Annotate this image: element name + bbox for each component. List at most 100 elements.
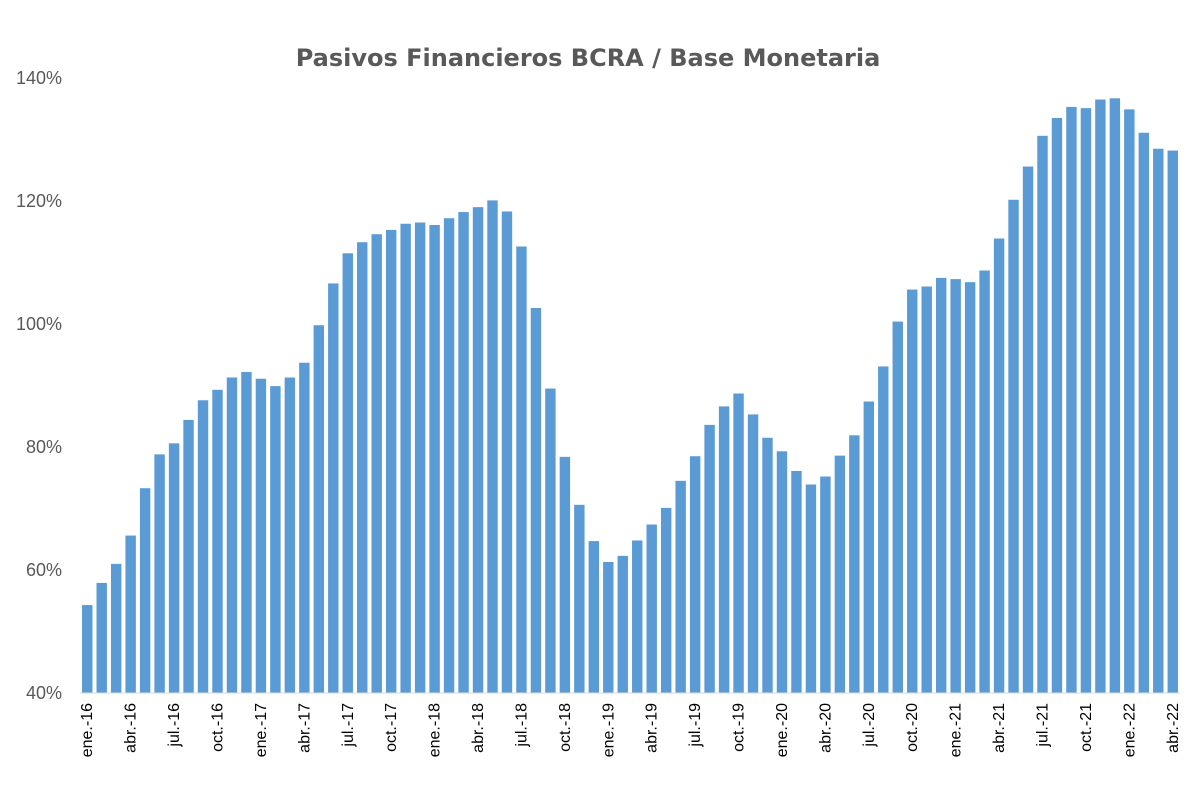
x-tick-label: abr.-20 xyxy=(817,703,834,753)
bar-ene.-21 xyxy=(950,279,961,693)
bar-may.-20 xyxy=(834,455,846,693)
bar-mar.-17 xyxy=(284,377,296,693)
y-tick-label: 80% xyxy=(26,437,62,457)
bar-sep.-17 xyxy=(371,234,382,693)
bar-ene.-22 xyxy=(1124,109,1135,694)
bar-dic.-21 xyxy=(1109,98,1121,694)
bar-ene.-19 xyxy=(603,562,614,693)
x-tick-label: oct.-20 xyxy=(904,703,921,752)
bar-nov.-20 xyxy=(921,286,932,693)
bar-jun.-18 xyxy=(501,211,513,693)
bar-ago.-18 xyxy=(530,308,542,693)
bar-ene.-16 xyxy=(82,605,93,693)
bar-feb.-17 xyxy=(270,386,281,693)
bar-jul.-18 xyxy=(516,246,527,693)
bar-may.-16 xyxy=(139,488,151,693)
bar-abr.-17 xyxy=(299,362,310,693)
bar-feb.-16 xyxy=(96,582,107,693)
y-tick-label: 60% xyxy=(26,560,62,580)
bar-abr.-18 xyxy=(472,207,484,693)
x-tick-label: oct.-21 xyxy=(1078,703,1095,752)
bar-jul.-21 xyxy=(1037,135,1048,693)
bar-dic.-18 xyxy=(588,541,600,693)
bar-mar.-19 xyxy=(632,540,643,693)
bar-ago.-19 xyxy=(704,424,715,693)
bar-abr.-22 xyxy=(1167,150,1178,693)
bar-oct.-19 xyxy=(733,393,744,693)
x-tick-label: ene.-16 xyxy=(79,703,96,757)
bar-dic.-20 xyxy=(935,277,947,694)
bar-ene.-18 xyxy=(429,224,440,694)
bar-mar.-22 xyxy=(1153,148,1164,694)
bar-may.-18 xyxy=(487,200,498,693)
bar-nov.-17 xyxy=(400,223,411,693)
x-tick-label: abr.-19 xyxy=(644,703,661,753)
x-tick-label: abr.-22 xyxy=(1165,703,1182,753)
y-tick-label: 120% xyxy=(16,191,62,211)
chart-title: Pasivos Financieros BCRA / Base Monetari… xyxy=(295,44,881,72)
bar-may.-19 xyxy=(660,507,672,693)
bar-mar.-21 xyxy=(979,270,990,693)
bar-dic.-19 xyxy=(762,437,773,693)
bar-jun.-19 xyxy=(675,480,686,693)
bar-jun.-21 xyxy=(1022,166,1034,693)
x-tick-label: abr.-16 xyxy=(123,703,140,753)
bar-abr.-19 xyxy=(646,524,657,693)
x-tick-label: abr.-18 xyxy=(470,703,487,753)
bar-oct.-16 xyxy=(212,389,223,693)
bar-feb.-21 xyxy=(964,282,976,693)
bar-oct.-17 xyxy=(385,229,397,693)
x-tick-label: ene.-17 xyxy=(253,703,270,757)
bar-abr.-20 xyxy=(820,476,831,693)
bar-oct.-21 xyxy=(1080,108,1092,693)
bar-nov.-19 xyxy=(747,414,759,693)
bar-ago.-20 xyxy=(878,366,889,693)
bar-feb.-22 xyxy=(1138,132,1150,694)
bar-ago.-16 xyxy=(183,419,194,693)
bar-mar.-18 xyxy=(458,212,469,693)
x-tick-label: jul.-17 xyxy=(340,703,357,748)
x-tick-label: abr.-21 xyxy=(991,703,1008,753)
x-tick-label: oct.-17 xyxy=(383,703,400,752)
bar-sep.-19 xyxy=(718,406,730,693)
x-tick-label: jul.-21 xyxy=(1035,703,1052,748)
bar-ene.-17 xyxy=(255,378,267,693)
x-tick-label: jul.-18 xyxy=(513,703,530,748)
bar-abr.-16 xyxy=(125,535,136,693)
y-tick-label: 40% xyxy=(26,683,62,703)
bar-nov.-21 xyxy=(1095,99,1106,693)
bar-jul.-16 xyxy=(168,443,180,693)
x-tick-label: jul.-16 xyxy=(166,703,183,748)
x-tick-label: ene.-19 xyxy=(600,703,617,757)
bar-ene.-20 xyxy=(776,451,788,693)
y-tick-label: 100% xyxy=(16,314,62,334)
x-tick-label: abr.-17 xyxy=(296,703,313,753)
x-tick-label: ene.-21 xyxy=(948,703,965,757)
bar-oct.-18 xyxy=(559,456,571,693)
bar-sep.-16 xyxy=(197,400,209,693)
bar-dic.-16 xyxy=(241,371,252,693)
bar-mar.-16 xyxy=(110,563,122,693)
bar-jun.-20 xyxy=(849,435,860,693)
x-tick-label: ene.-20 xyxy=(774,703,791,757)
x-tick-label: oct.-18 xyxy=(557,703,574,752)
bar-nov.-16 xyxy=(226,377,238,693)
bar-sep.-18 xyxy=(545,388,556,693)
bar-feb.-19 xyxy=(617,555,628,693)
bar-series xyxy=(82,98,1178,694)
bar-oct.-20 xyxy=(907,289,918,693)
bar-jun.-17 xyxy=(328,283,339,693)
bar-feb.-18 xyxy=(443,218,455,693)
bar-abr.-21 xyxy=(993,238,1005,693)
x-tick-label: jul.-19 xyxy=(687,703,704,748)
bar-jul.-20 xyxy=(863,401,875,693)
bar-nov.-18 xyxy=(574,504,585,693)
x-tick-label: ene.-22 xyxy=(1121,703,1138,757)
y-tick-label: 140% xyxy=(16,68,62,88)
bar-mar.-20 xyxy=(805,484,817,693)
bar-dic.-17 xyxy=(414,222,426,693)
bar-jun.-16 xyxy=(154,454,165,693)
x-tick-label: jul.-20 xyxy=(861,703,878,748)
